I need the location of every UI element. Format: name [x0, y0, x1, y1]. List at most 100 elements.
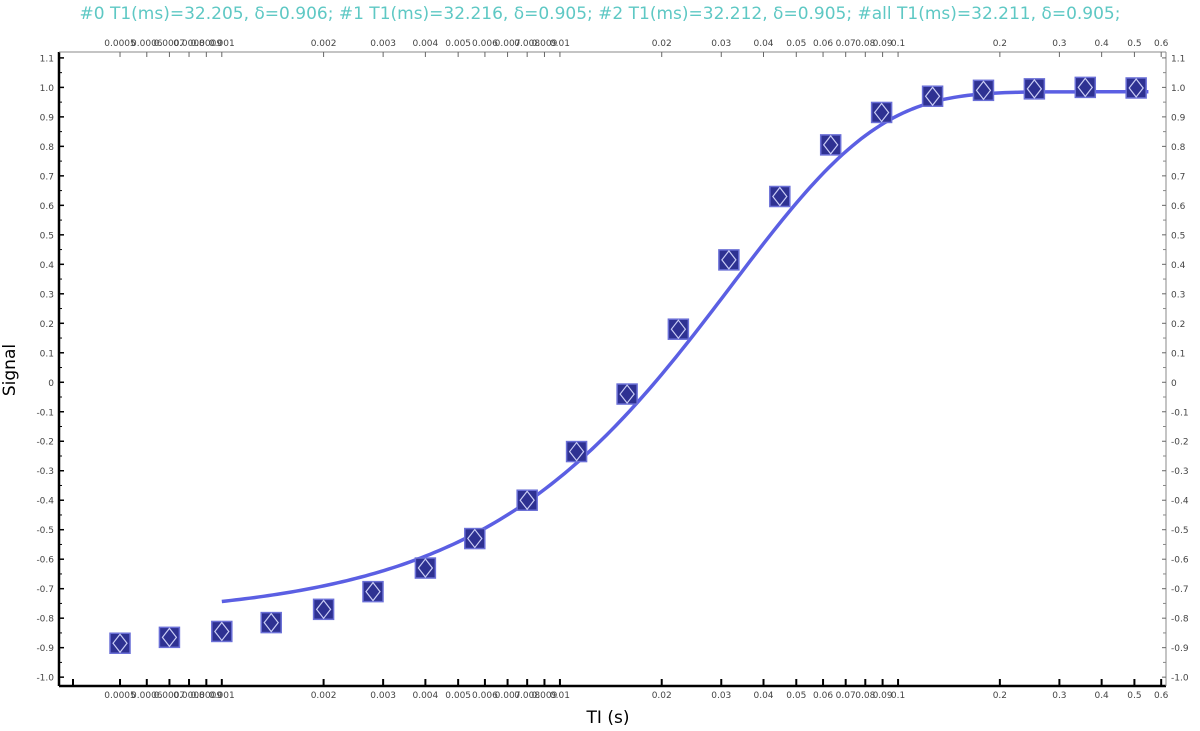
x-tick-label: 0.1 — [891, 691, 905, 701]
y-tick-label: -0.1 — [36, 408, 54, 418]
y-tick-label-right: 0.1 — [1171, 349, 1185, 359]
x-tick-label-top: 0.09 — [873, 39, 893, 49]
x-tick-label: 0.2 — [993, 691, 1007, 701]
y-tick-label-right: -1.0 — [1171, 674, 1189, 684]
x-tick-label-top: 0.0009 — [191, 39, 223, 49]
x-tick-label-top: 0.05 — [786, 39, 806, 49]
data-point-diamond — [161, 627, 178, 648]
y-tick-label-right: -0.8 — [1171, 615, 1189, 625]
data-point-diamond — [975, 80, 992, 101]
data-point — [414, 557, 437, 579]
data-point — [870, 101, 893, 124]
x-tick-label-top: 0.03 — [711, 39, 731, 49]
data-point-square — [312, 598, 335, 621]
y-tick-label: -0.4 — [36, 497, 54, 507]
data-point — [769, 185, 791, 208]
y-tick-label: -1.0 — [36, 674, 54, 684]
y-tick-label: 0.9 — [40, 113, 55, 123]
x-tick-label: 0.07 — [836, 691, 856, 701]
y-axis-label: Signal — [0, 343, 20, 397]
x-tick-label: 0.005 — [445, 691, 471, 701]
x-tick-label-top: 0.5 — [1127, 39, 1141, 49]
x-tick-label: 0.04 — [753, 691, 773, 701]
data-point-diamond — [822, 134, 839, 155]
x-tick-label-top: 0.06 — [813, 39, 833, 49]
chart-title: #0 T1(ms)=32.205, δ=0.906; #1 T1(ms)=32.… — [79, 4, 1121, 24]
y-tick-label: -0.2 — [36, 438, 54, 448]
y-tick-label-right: -0.5 — [1171, 526, 1189, 536]
data-point-square — [109, 632, 131, 654]
x-tick-label: 0.0007 — [154, 691, 186, 701]
y-tick-label-right: 1.1 — [1171, 54, 1185, 64]
data-point — [718, 249, 740, 271]
data-point-square — [769, 185, 791, 208]
data-point-square — [565, 440, 588, 463]
x-tick-label-top: 0.04 — [753, 39, 773, 49]
y-tick-label-right: 0 — [1171, 379, 1177, 389]
y-tick-label: 0.7 — [40, 172, 54, 182]
x-tick-label: 0.02 — [652, 691, 672, 701]
y-tick-label: 0.8 — [40, 143, 55, 153]
data-point-square — [211, 620, 233, 643]
x-tick-label-top: 0.0008 — [173, 39, 205, 49]
data-point — [464, 527, 486, 550]
y-ticks-right: 1.1 1.0 0.9 0.8 0.7 0.6 0.5 0.4 0.3 0.2 0.1 0 -0.1 -0… — [1162, 54, 1189, 684]
data-point-diamond — [112, 633, 128, 654]
x-tick-label: 0.003 — [370, 691, 396, 701]
data-point-square — [972, 79, 995, 102]
x-tick-label-top: 0.2 — [993, 39, 1007, 49]
data-point — [565, 440, 588, 463]
x-tick-label: 0.0005 — [104, 691, 136, 701]
data-points — [109, 76, 1147, 654]
x-tick-label-top: 0.004 — [412, 39, 438, 49]
data-point-diamond — [924, 86, 941, 107]
y-tick-label: 0.2 — [40, 320, 54, 330]
x-tick-label-top: 0.6 — [1154, 39, 1169, 49]
x-tick-label-top: 0.008 — [514, 39, 540, 49]
x-tick-label-top: 0.4 — [1094, 39, 1109, 49]
x-tick-label: 0.5 — [1127, 691, 1141, 701]
data-point-diamond — [519, 490, 535, 511]
y-tick-label: 0.4 — [40, 261, 55, 271]
x-tick-label-top: 0.001 — [209, 39, 235, 49]
x-tick-label-top: 0.07 — [836, 39, 856, 49]
x-tick-label-top: 0.007 — [495, 39, 521, 49]
y-tick-label-right: -0.2 — [1171, 438, 1189, 448]
x-tick-label-top: 0.0007 — [154, 39, 186, 49]
data-point-diamond — [1128, 77, 1144, 98]
data-point — [109, 632, 131, 654]
y-tick-label-right: 1.0 — [1171, 84, 1186, 94]
data-point — [667, 318, 690, 340]
data-point — [516, 489, 538, 511]
data-point — [158, 626, 181, 649]
data-point-diamond — [1077, 77, 1094, 98]
data-point — [260, 611, 282, 634]
data-point-square — [414, 557, 437, 579]
data-point-diamond — [721, 249, 737, 270]
data-point — [362, 580, 384, 603]
y-tick-label: -0.5 — [36, 526, 54, 536]
x-tick-label: 0.002 — [311, 691, 337, 701]
x-tick-label: 0.09 — [873, 691, 893, 701]
y-tick-label: 0.5 — [40, 231, 54, 241]
x-tick-label: 0.007 — [495, 691, 521, 701]
x-tick-label: 0.0008 — [173, 691, 205, 701]
x-tick-label: 0.0009 — [191, 691, 223, 701]
plot-frame — [57, 51, 1167, 688]
x-tick-label: 0.0006 — [131, 691, 163, 701]
y-tick-label: -0.9 — [36, 644, 54, 654]
y-tick-label: -0.7 — [36, 585, 54, 595]
data-point-square — [158, 626, 181, 649]
data-point — [1023, 78, 1046, 100]
y-tick-label: 1.1 — [40, 54, 54, 64]
data-point-square — [362, 580, 384, 603]
y-tick-label-right: 0.6 — [1171, 202, 1186, 212]
data-point-square — [819, 134, 842, 156]
x-tick-label-top: 0.006 — [472, 39, 498, 49]
x-tick-label: 0.06 — [813, 691, 833, 701]
y-tick-label-right: -0.3 — [1171, 467, 1189, 477]
data-point — [1074, 76, 1097, 99]
data-point-square — [260, 611, 282, 634]
